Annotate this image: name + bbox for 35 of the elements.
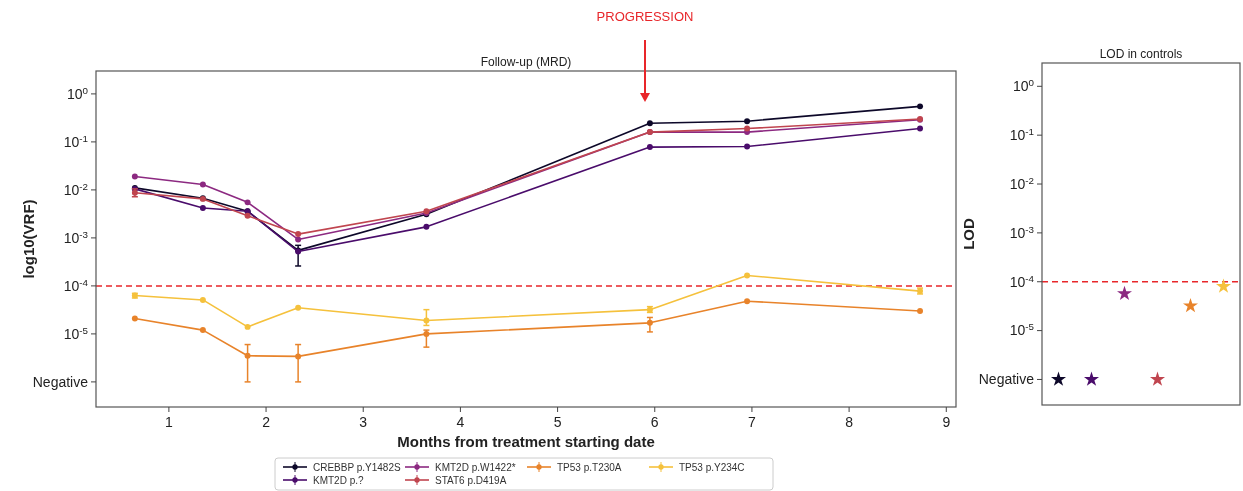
legend-label: KMT2D p.? (313, 474, 365, 486)
y-tick-label: 10$^{-1}$ (1009, 125, 1034, 144)
y-tick-label: 10$^{0}$ (1012, 76, 1035, 95)
legend-label: TP53 p.Y234C (679, 461, 745, 473)
y-tick-label: 10$^{-1}$ (63, 132, 88, 150)
legend-label: TP53 p.T230A (557, 461, 622, 473)
x-tick-label: 1 (164, 414, 173, 430)
y-tick-label: Negative (978, 371, 1035, 388)
legend-label: CREBBP p.Y1482S (313, 461, 401, 473)
x-tick-label: 5 (553, 414, 562, 430)
x-axis-title: Months from treatment starting date (397, 433, 655, 450)
y-tick-label: Negative (32, 373, 89, 390)
x-tick-label: 7 (748, 414, 757, 430)
x-tick-label: 9 (942, 414, 951, 430)
chart-title: LOD in controls (1099, 47, 1183, 61)
y-tick-label: 10$^{-4}$ (63, 276, 89, 294)
legend-label: KMT2D p.W1422* (435, 461, 516, 473)
x-tick-label: 8 (845, 414, 854, 430)
y-tick-label: 10$^{-2}$ (63, 180, 88, 198)
y-tick-label: 10$^{-5}$ (63, 324, 89, 342)
x-tick-label: 6 (650, 414, 659, 430)
y-tick-label: 10$^{0}$ (66, 84, 89, 102)
legend-label: STAT6 p.D419A (435, 474, 507, 486)
y-axis-title: log10(VRF) (20, 199, 37, 279)
x-tick-label: 2 (262, 414, 271, 430)
y-axis-title: LOD (960, 218, 977, 250)
chart-title: Follow-up (MRD) (480, 55, 572, 69)
text: PROGRESSION (596, 9, 694, 24)
y-tick-label: 10$^{-3}$ (63, 228, 89, 246)
y-tick-label: 10$^{-4}$ (1009, 272, 1035, 290)
y-tick-label: 10$^{-2}$ (1009, 174, 1034, 192)
y-tick-label: 10$^{-5}$ (1009, 321, 1035, 339)
x-tick-label: 4 (456, 414, 465, 430)
x-tick-label: 3 (359, 414, 368, 430)
y-tick-label: 10$^{-3}$ (1009, 223, 1035, 241)
